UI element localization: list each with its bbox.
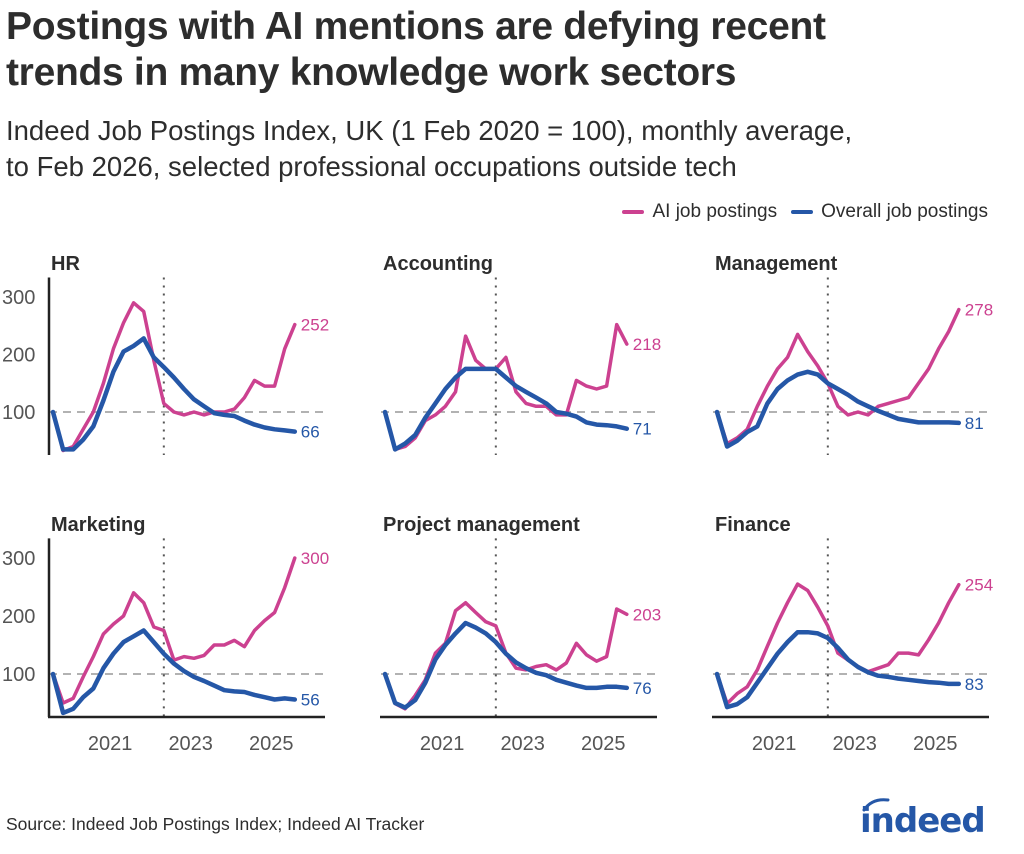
subtitle-line: Indeed Job Postings Index, UK (1 Feb 202… xyxy=(6,115,853,146)
legend-label: Overall job postings xyxy=(821,201,988,222)
legend-swatch-overall xyxy=(791,210,814,214)
x-tick-label: 2023 xyxy=(832,733,877,755)
panel-title: HR xyxy=(51,253,80,275)
ai-end-label: 300 xyxy=(301,549,329,568)
overall-end-label: 71 xyxy=(633,420,652,439)
overall-end-label: 76 xyxy=(633,679,652,698)
x-tick-label: 2023 xyxy=(500,733,545,755)
x-tick-label: 2021 xyxy=(88,733,133,755)
indeed-logo: indeed xyxy=(856,794,996,845)
legend-item-ai: AI job postings xyxy=(622,201,777,223)
indeed-logo-mark: indeed xyxy=(860,798,986,841)
ai-postings-line xyxy=(383,322,629,452)
x-tick-label: 2021 xyxy=(752,733,797,755)
chart-title: Postings with AI mentions are defying re… xyxy=(6,4,826,96)
overall-end-label: 66 xyxy=(301,423,320,442)
x-tick-label: 2025 xyxy=(249,733,294,755)
overall-end-label: 81 xyxy=(965,414,984,433)
panel-title: Management xyxy=(715,253,838,275)
y-tick-label: 300 xyxy=(2,287,35,309)
ai-postings-line xyxy=(715,307,961,446)
overall-postings-line xyxy=(714,369,962,449)
x-tick-label: 2023 xyxy=(168,733,213,755)
y-tick-label: 300 xyxy=(2,548,35,570)
x-tick-label: 2025 xyxy=(913,733,958,755)
ai-end-label: 252 xyxy=(301,316,329,335)
source-note: Source: Indeed Job Postings Index; Indee… xyxy=(6,814,425,834)
ai-end-label: 203 xyxy=(633,605,661,624)
overall-end-label: 56 xyxy=(301,691,320,710)
overall-postings-line xyxy=(50,628,298,716)
ai-postings-line xyxy=(715,582,961,706)
overall-end-label: 83 xyxy=(965,675,984,694)
svg-text:indeed: indeed xyxy=(860,801,985,840)
panel-title: Finance xyxy=(715,514,791,536)
panel-title: Marketing xyxy=(51,514,145,536)
chart-subtitle: Indeed Job Postings Index, UK (1 Feb 202… xyxy=(6,113,852,185)
ai-postings-line xyxy=(51,556,297,705)
legend: AI job postings Overall job postings xyxy=(622,201,988,223)
title-line: trends in many knowledge work sectors xyxy=(6,51,737,94)
x-tick-label: 2025 xyxy=(581,733,626,755)
y-tick-label: 200 xyxy=(2,606,35,628)
overall-postings-line xyxy=(382,620,630,710)
x-tick-label: 2021 xyxy=(420,733,465,755)
legend-swatch-ai xyxy=(622,210,645,214)
y-tick-label: 200 xyxy=(2,345,35,367)
overall-postings-line xyxy=(50,336,298,452)
ai-postings-line xyxy=(51,301,297,453)
panel-title: Project management xyxy=(383,514,580,536)
ai-end-label: 218 xyxy=(633,335,661,354)
legend-label: AI job postings xyxy=(652,201,778,222)
y-tick-label: 100 xyxy=(2,402,35,424)
overall-postings-line xyxy=(382,366,630,452)
legend-item-overall: Overall job postings xyxy=(791,201,988,223)
subtitle-line: to Feb 2026, selected professional occup… xyxy=(6,151,737,182)
ai-end-label: 278 xyxy=(965,301,993,320)
y-tick-label: 100 xyxy=(2,664,35,686)
panel-title: Accounting xyxy=(383,253,493,275)
overall-postings-line xyxy=(714,629,962,710)
ai-end-label: 254 xyxy=(965,576,993,595)
title-line: Postings with AI mentions are defying re… xyxy=(6,5,826,48)
